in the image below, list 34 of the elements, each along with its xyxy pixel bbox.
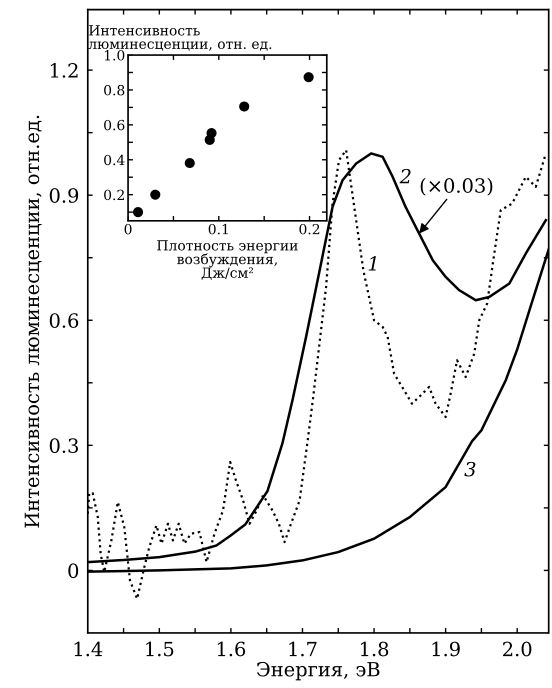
x-tick-label: 1.4 xyxy=(74,642,102,656)
y-tick-label: 1.2 xyxy=(50,63,78,78)
x-tick-label: 1.5 xyxy=(146,642,174,656)
y-axis-title: Интенсивность люминесценции, отн.ед. xyxy=(24,116,42,528)
annotation: (×0.03) xyxy=(420,178,492,196)
y-axis-title: Интенсивность люминесценции, отн. ед. xyxy=(88,25,272,51)
x-axis-title: Энергия, эВ xyxy=(256,662,380,680)
point xyxy=(206,128,217,138)
point xyxy=(239,101,250,112)
x-tick-label: 0.1 xyxy=(208,224,228,234)
y-tick-label: 0.6 xyxy=(104,120,124,130)
point xyxy=(150,190,160,200)
x-tick-label: 1.6 xyxy=(218,642,246,656)
series-label: 2 xyxy=(400,168,411,184)
y-tick-label: 0.6 xyxy=(50,313,78,328)
point xyxy=(304,72,314,82)
series-label: 3 xyxy=(464,462,476,477)
y-tick-label: 0.9 xyxy=(50,188,78,203)
x-tick-label: 0.2 xyxy=(299,224,320,234)
y-tick-label: 0.8 xyxy=(104,84,124,96)
y-tick-label: 0 xyxy=(68,563,78,578)
x-tick-label: 2.0 xyxy=(503,642,532,656)
y-tick-label: 0.3 xyxy=(50,438,78,453)
point xyxy=(184,158,195,168)
y-tick-label: 0.2 xyxy=(104,190,124,200)
x-tick-label: 1.8 xyxy=(360,642,388,656)
x-tick-label: 1.9 xyxy=(432,642,460,656)
y-tick-label: 0.4 xyxy=(104,154,125,166)
y-tick-label: 1.0 xyxy=(104,50,124,61)
x-axis-title: Плотность энергии возбуждения, Дж/см² xyxy=(157,240,298,280)
x-tick-label: 1.7 xyxy=(289,642,317,656)
x-tick-label: 0 xyxy=(124,224,132,234)
point xyxy=(132,207,144,218)
series-label: 1 xyxy=(368,256,376,271)
